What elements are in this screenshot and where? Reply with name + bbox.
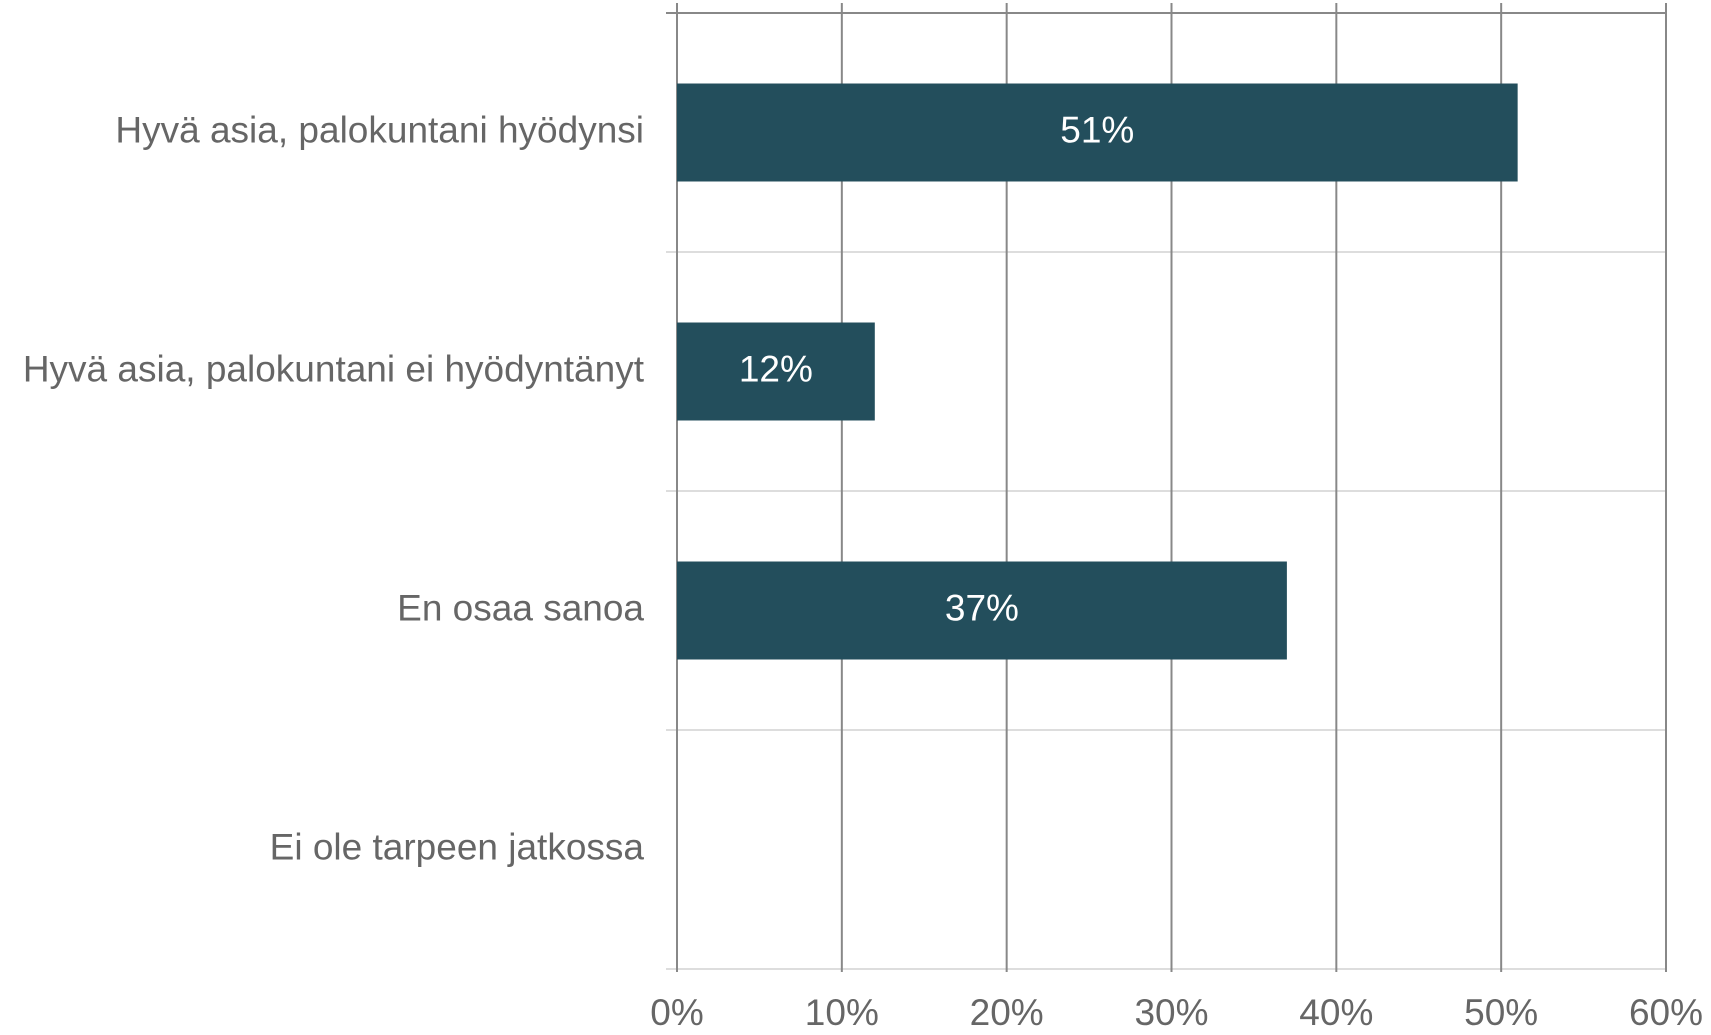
y-tick-label: Hyvä asia, palokuntani hyödynsi <box>115 109 644 150</box>
x-tick-label: 50% <box>1464 992 1538 1033</box>
x-tick-label: 30% <box>1134 992 1208 1033</box>
value-label: 51% <box>1060 109 1134 150</box>
x-tick-label: 0% <box>650 992 703 1033</box>
x-tick-label: 60% <box>1629 992 1703 1033</box>
y-tick-label: En osaa sanoa <box>397 587 644 628</box>
value-label: 12% <box>739 348 813 389</box>
bar <box>677 322 875 421</box>
y-tick-label: Ei ole tarpeen jatkossa <box>270 826 645 867</box>
x-tick-label: 40% <box>1299 992 1373 1033</box>
bar <box>677 561 1287 660</box>
bar <box>677 83 1518 182</box>
x-tick-label: 10% <box>805 992 879 1033</box>
value-label: 37% <box>945 587 1019 628</box>
y-tick-label: Hyvä asia, palokuntani ei hyödyntänyt <box>23 348 645 389</box>
x-tick-label: 20% <box>970 992 1044 1033</box>
